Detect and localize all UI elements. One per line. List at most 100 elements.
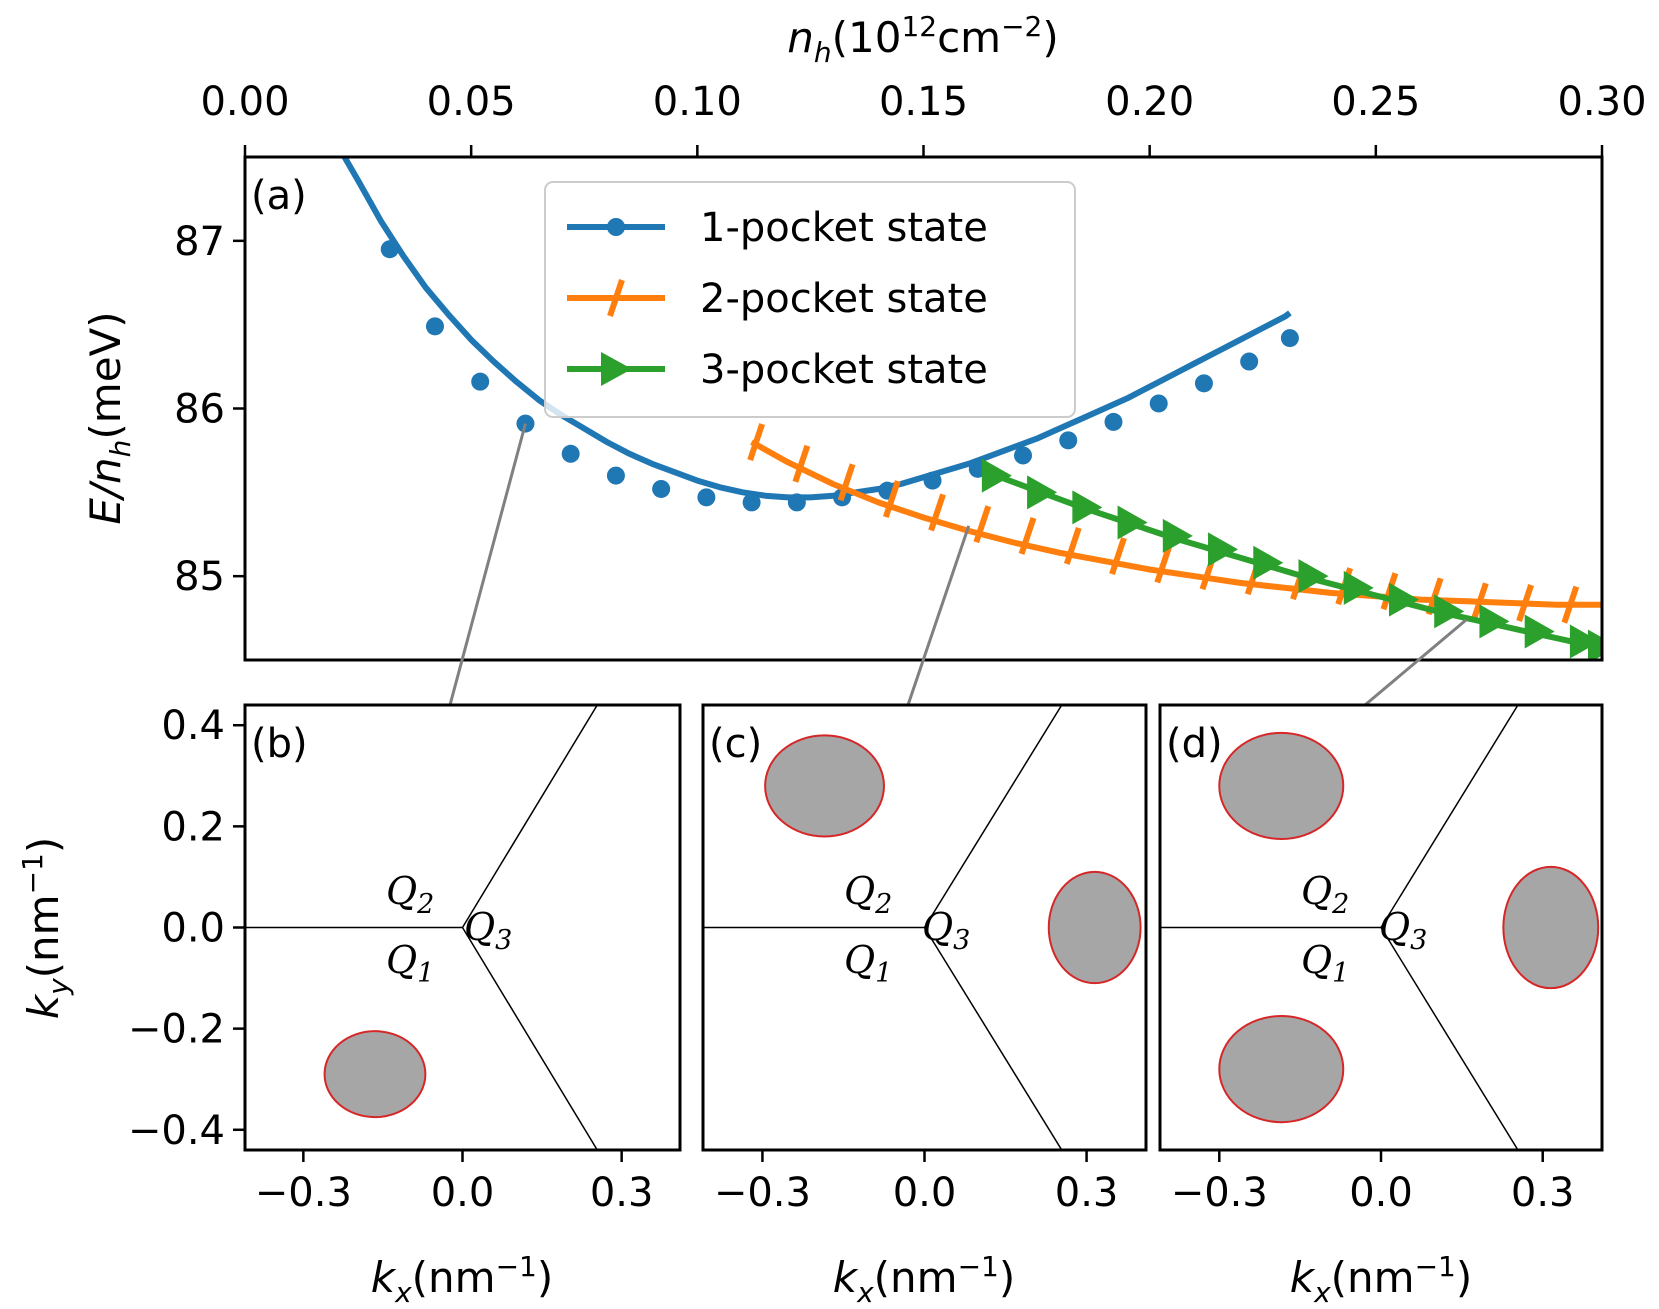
series-2-pocket-point	[973, 505, 992, 544]
fermi-pocket	[323, 1030, 427, 1119]
region-label-q3: Q3	[1379, 905, 1427, 956]
x-tick-label-d: 0.3	[1511, 1170, 1575, 1216]
series-1-pocket-point	[380, 240, 399, 259]
y-tick-label-a: 86	[174, 387, 225, 433]
panel-a-label: (a)	[251, 173, 307, 219]
panel-d-content	[1160, 705, 1600, 1150]
legend-entry-3-pocket: 3-pocket state	[567, 347, 988, 393]
series-1-pocket-point	[1014, 446, 1033, 465]
x-tick-label-c: −0.3	[714, 1170, 811, 1216]
series-3-pocket-point	[1588, 629, 1602, 660]
region-label-q2: Q2	[1301, 869, 1349, 920]
series-2-pocket-point	[1018, 516, 1037, 555]
series-1-pocket-point	[1194, 374, 1213, 393]
panel-b-content	[245, 705, 599, 1150]
panel-c-content	[703, 705, 1142, 1150]
panel-a-top-ticks: 0.00 0.05 0.10 0.15 0.20 0.25 0.30	[200, 79, 1647, 157]
series-1-pocket-point	[606, 466, 625, 485]
panel-c-region-labels: Q2 Q3 Q1	[844, 869, 970, 989]
series-3-pocket-point	[981, 458, 1012, 493]
legend-marker-triangle	[601, 352, 632, 386]
x-tick-label-c: 0.0	[893, 1170, 957, 1216]
region-label-q1: Q1	[1301, 938, 1349, 989]
panel-c-label: (c)	[709, 721, 762, 767]
y-axis-label-b: ky(nm−1)	[16, 837, 75, 1020]
x-tick-label-b: 0.0	[431, 1170, 495, 1216]
region-label-q3: Q3	[464, 905, 512, 956]
series-3-pocket-point	[1298, 559, 1329, 594]
zone-boundary-line	[1380, 705, 1519, 928]
series-2-pocket-point	[1154, 545, 1173, 584]
series-2-pocket-point	[1561, 585, 1580, 624]
series-1-pocket-point	[652, 479, 671, 498]
top-tick-label: 0.10	[653, 79, 742, 125]
series-1-pocket-line	[341, 157, 1292, 501]
series-1-pocket-point	[742, 493, 761, 512]
top-tick-label: 0.15	[879, 79, 968, 125]
series-2-pocket-point	[1471, 582, 1489, 621]
series-3-pocket-point	[1434, 594, 1465, 629]
zone-boundary-line	[1380, 927, 1519, 1150]
panel-a-series	[341, 157, 1602, 660]
series-3-pocket-point	[1524, 614, 1555, 649]
panel-d-plot-area	[1160, 705, 1600, 1150]
series-3-pocket-point	[1388, 582, 1419, 617]
series-1-pocket-point	[471, 372, 490, 391]
panel-b-y-ticks: −0.4 −0.2 0.0 0.2 0.4	[128, 703, 245, 1154]
legend-label-1-pocket: 1-pocket state	[700, 205, 988, 251]
fermi-pocket	[1047, 870, 1142, 985]
panel-c-plot-area	[703, 705, 1142, 1150]
series-1-pocket-point	[923, 471, 942, 490]
legend-marker-tick	[607, 279, 625, 317]
connector-line	[1364, 618, 1468, 707]
series-3-pocket-point	[1072, 490, 1103, 525]
legend-entry-2-pocket: 2-pocket state	[567, 276, 988, 322]
region-label-q1: Q1	[386, 938, 434, 989]
series-2-pocket-point	[928, 493, 946, 532]
series-2-pocket-line	[750, 439, 1602, 608]
series-2-pocket-point	[1109, 537, 1127, 575]
x-tick-label-b: −0.3	[255, 1170, 352, 1216]
y-tick-label-b: 0.4	[161, 703, 225, 749]
series-3-pocket-point	[1162, 518, 1193, 553]
connector-line	[906, 525, 971, 706]
series-2-pocket-point	[747, 423, 765, 461]
y-tick-label-b: 0.0	[161, 906, 225, 952]
panel-d-x-ticks: −0.3 0.0 0.3	[1171, 1150, 1575, 1216]
series-3-pocket-point	[1253, 545, 1284, 580]
panel-b-plot-area	[245, 705, 599, 1150]
y-tick-label-b: 0.2	[161, 804, 225, 850]
top-tick-label: 0.20	[1105, 79, 1194, 125]
x-axis-label-d: kx(nm−1)	[1290, 1250, 1473, 1309]
series-2-pocket-point	[1516, 584, 1534, 622]
connector-line	[448, 423, 527, 706]
top-tick-label: 0.30	[1557, 79, 1646, 125]
fermi-pocket	[764, 734, 885, 838]
series-3-pocket-point	[1027, 475, 1058, 510]
legend-entry-1-pocket: 1-pocket state	[567, 205, 988, 251]
x-tick-label-d: 0.0	[1349, 1170, 1413, 1216]
x-tick-label-d: −0.3	[1171, 1170, 1268, 1216]
series-1-pocket-point	[425, 317, 444, 336]
x-axis-label-b: kx(nm−1)	[371, 1250, 554, 1309]
y-tick-label-a: 87	[174, 219, 225, 265]
top-tick-label: 0.25	[1331, 79, 1420, 125]
series-1-pocket-point	[787, 493, 806, 512]
panel-a-plot-area	[341, 157, 1602, 660]
series-2-pocket-point	[837, 463, 856, 502]
fermi-pocket	[1218, 731, 1345, 841]
top-tick-label: 0.00	[200, 79, 289, 125]
panel-b-x-ticks: −0.3 0.0 0.3	[255, 1150, 653, 1216]
zone-boundary-line	[461, 927, 599, 1150]
x-tick-label-c: 0.3	[1055, 1170, 1119, 1216]
series-2-pocket-point	[1063, 527, 1082, 565]
series-3-pocket-point	[1569, 624, 1600, 659]
legend-frame	[544, 181, 1076, 418]
panel-b-label: (b)	[251, 721, 308, 767]
y-tick-label-b: −0.2	[128, 1007, 225, 1053]
series-2-pocket-point	[882, 480, 901, 518]
y-tick-label-a: 85	[174, 554, 225, 600]
x-axis-label-c: kx(nm−1)	[833, 1250, 1016, 1309]
